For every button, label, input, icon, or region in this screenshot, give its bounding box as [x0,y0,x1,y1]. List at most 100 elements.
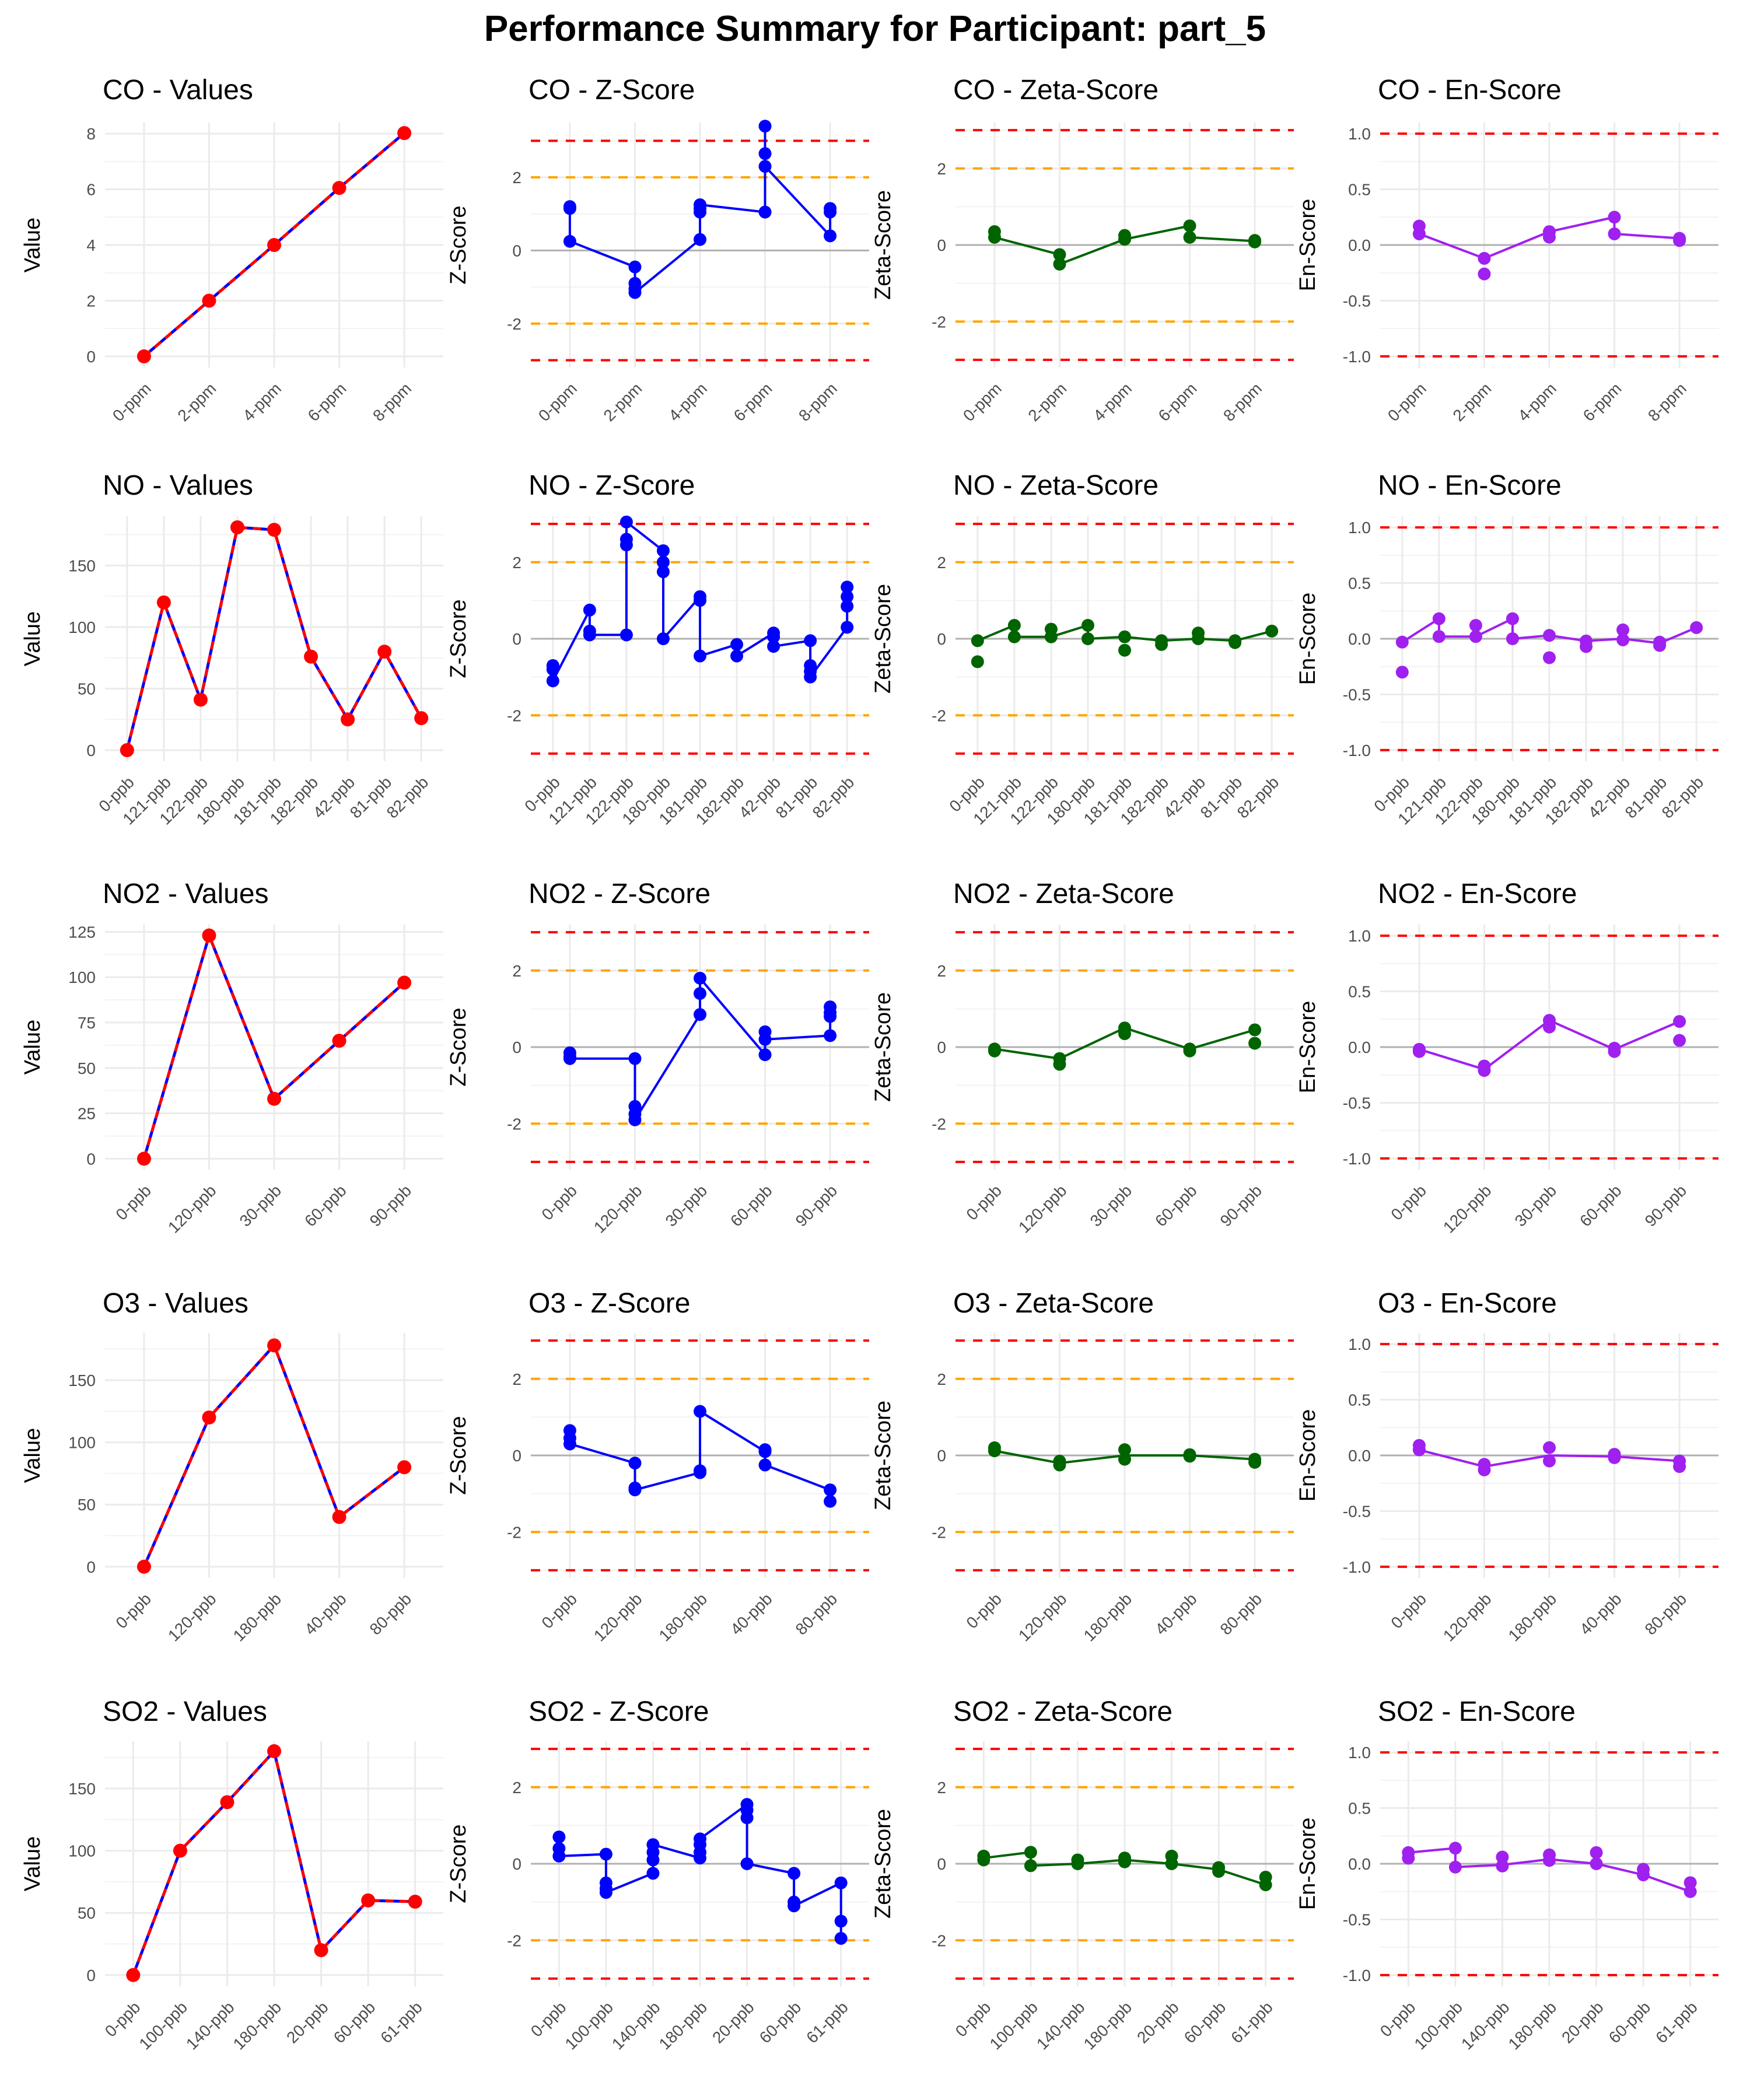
zeta-score-point [971,634,984,648]
y-axis-title: Zeta-Score [871,992,895,1102]
zeta-score-point [1053,1458,1066,1472]
x-tick-label: 120-ppb [590,1181,646,1237]
z-score-point [694,971,706,985]
en-score-point [1506,632,1519,645]
en-score-point [1580,640,1593,653]
z-score-point [694,198,706,212]
y-tick-label: 1.0 [1348,519,1371,537]
en-score-point [1673,1034,1686,1047]
x-tick-label: 30-ppb [1087,1181,1136,1230]
y-tick-label: 0 [937,1855,946,1873]
en-score-point [1448,1860,1462,1874]
zeta-score-point [988,1444,1001,1458]
x-tick-label: 4-ppm [1090,379,1135,425]
x-tick-label: 120-ppb [1440,1590,1495,1645]
y-tick-label: 150 [68,556,96,575]
y-tick-label: 6 [86,181,96,199]
y-tick-label: 150 [68,1371,96,1390]
x-tick-label: 20-ppb [1558,1998,1607,2047]
y-tick-label: 100 [68,968,96,986]
x-tick-label: 80-ppb [792,1590,841,1639]
y-tick-label: 0.0 [1348,630,1371,648]
x-tick-label: 4-ppm [1514,379,1560,425]
x-tick-label: 80-ppb [1642,1590,1690,1639]
x-tick-label: 6-ppm [730,379,776,425]
en-score-point [1543,230,1556,244]
x-tick-label: 120-ppb [164,1181,220,1237]
x-tick-label: 100-ppb [135,1998,191,2053]
y-axis-title: Value [20,611,45,666]
y-axis-title: En-Score [1296,593,1320,685]
x-tick-label: 0-ppb [538,1181,580,1224]
z-score-point [767,640,780,653]
x-tick-label: 30-ppb [662,1181,711,1230]
x-tick-label: 60-ppb [1152,1181,1200,1230]
value-point [202,1410,216,1424]
x-tick-label: 120-ppb [1440,1181,1495,1237]
y-tick-label: 0 [937,236,946,254]
zeta-score-point [1071,1857,1084,1870]
z-score-point [656,555,670,569]
y-tick-label: -2 [507,706,522,724]
x-tick-label: 82-ppb [809,773,858,822]
value-point [136,349,151,363]
value-point [267,1744,281,1759]
z-score-point [740,1811,754,1825]
x-tick-label: 8-ppm [795,379,841,425]
panel-title: NO - En-Score [1378,470,1562,501]
zeta-score-point [1024,1859,1037,1873]
en-score-point [1448,1842,1462,1855]
panel-title: NO - Zeta-Score [953,470,1158,501]
x-tick-label: 0-ppm [960,379,1005,425]
z-score-point [824,202,837,215]
chart-panel-o3-z-score: -2 0 2 0-ppb 120-ppb 180-ppb 40-ppb 80-ppb Z-Sco… [446,1288,869,1645]
z-score-point [620,515,633,528]
y-axis-title: Value [20,1020,45,1074]
y-axis-title: Zeta-Score [871,1809,895,1919]
en-score-point [1673,234,1686,247]
chart-panel-so2-zeta-score: -2020-ppb100-ppb140-ppb180-ppb20-ppb60-p… [871,1696,1294,2053]
zeta-score-point [1212,1865,1226,1878]
chart-panel-no-z-score: -2020-ppb121-ppb122-ppb180-ppb181-ppb182… [446,470,869,828]
value-point [267,1091,281,1106]
z-score-point [767,630,780,643]
x-tick-label: 140-ppb [608,1998,664,2053]
z-score-point [758,1458,772,1472]
z-score-point [824,1029,837,1042]
chart-panel-co-zeta-score: -2 0 2 0-ppm 2-ppm 4-ppm 6-ppm 8-ppm Zeta-Score C… [871,75,1294,425]
en-score-point [1543,1020,1556,1034]
panel-title: NO - Values [103,470,253,501]
x-tick-label: 61-ppb [1227,1998,1276,2047]
z-score-point [628,1052,642,1065]
zeta-score-point [1118,1452,1131,1466]
x-tick-label: 60-ppb [1605,1998,1654,2047]
panel-title: NO2 - Z-Score [528,878,710,909]
z-score-point [824,1010,837,1023]
z-score-point [546,674,559,688]
x-tick-label: 100-ppb [1410,1998,1466,2053]
x-tick-label: 180-ppb [1080,1590,1136,1645]
y-axis-title: En-Score [1296,1818,1320,1910]
value-point [414,711,429,726]
z-score-point [694,1852,706,1865]
x-tick-label: 61-ppb [377,1998,426,2047]
z-score-point [628,286,642,299]
en-score-point [1653,639,1667,652]
y-tick-label: -0.5 [1343,1910,1371,1929]
x-tick-label: 30-ppb [1511,1181,1560,1230]
x-tick-label: 140-ppb [1033,1998,1088,2053]
en-score-point [1543,1441,1556,1454]
y-tick-label: -1.0 [1343,348,1371,366]
x-tick-label: 60-ppb [1576,1181,1625,1230]
z-score-point [546,663,559,676]
x-tick-label: 2-ppm [1025,379,1070,425]
panel-title: NO - Z-Score [528,470,695,501]
value-point [202,928,216,943]
zeta-score-point [1192,632,1205,645]
value-point [126,1968,141,1982]
y-tick-label: 100 [68,1434,96,1452]
y-axis-title: En-Score [1296,1001,1320,1093]
zeta-score-point [1053,1058,1066,1071]
y-tick-label: 4 [86,236,96,254]
x-tick-label: 120-ppb [1015,1181,1070,1237]
